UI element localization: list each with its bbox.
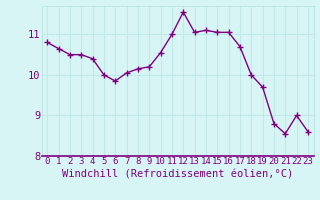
X-axis label: Windchill (Refroidissement éolien,°C): Windchill (Refroidissement éolien,°C) bbox=[62, 169, 293, 179]
